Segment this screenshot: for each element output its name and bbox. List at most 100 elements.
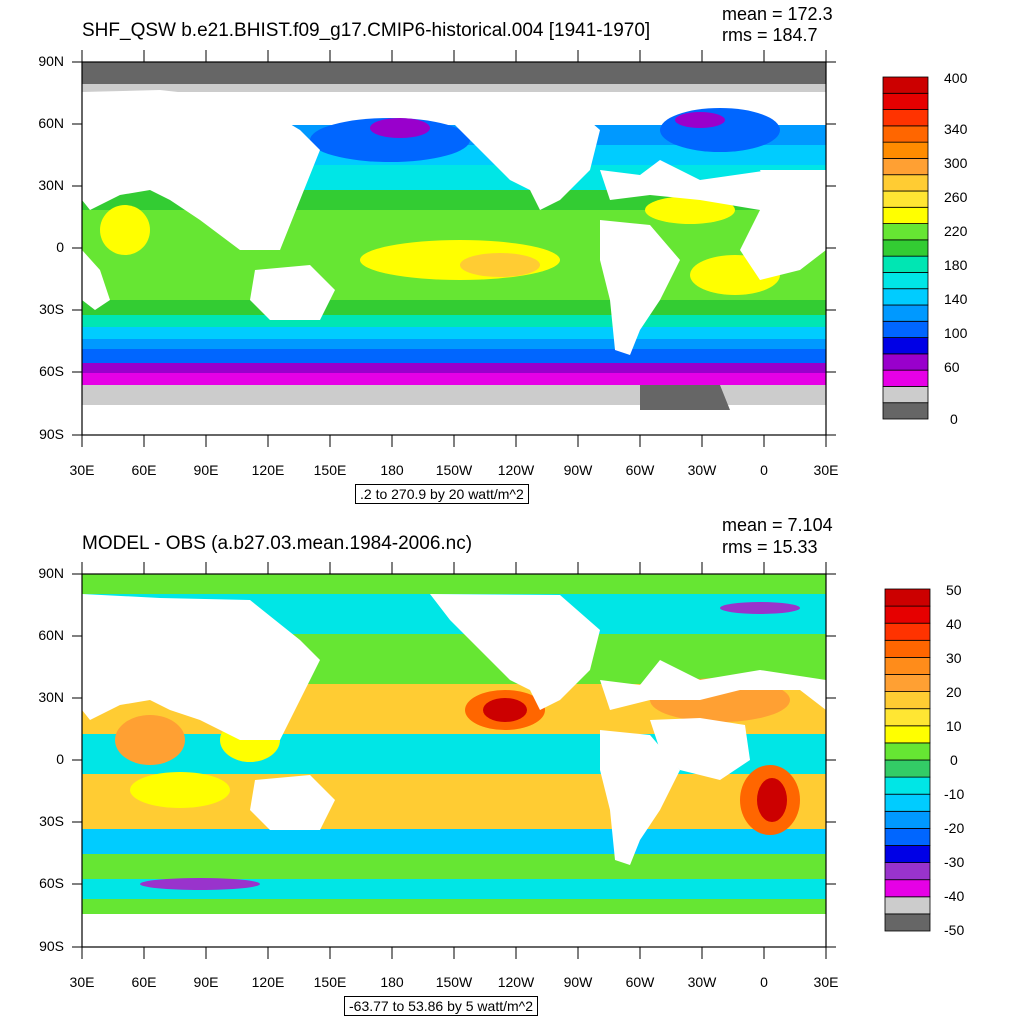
top-map-field [82,62,826,435]
colorbar-swatch [882,190,929,208]
top-lat-ticks [72,61,836,436]
colorbar-swatch [882,320,929,338]
bottom-lat-label-60n: 60N [38,627,64,643]
colorbar-swatch [882,92,929,110]
top-lat-label-30s: 30S [39,301,64,317]
top-rms-stat: rms = 184.7 [722,25,818,45]
bottom-colorbar-label: 50 [946,582,962,598]
top-colorbar-label: 260 [944,189,968,205]
bottom-colorbar-label: -40 [944,888,965,904]
bottom-lat-label-90n: 90N [38,565,64,581]
top-colorbar-label: 400 [944,70,968,86]
colorbar-swatch [884,691,931,710]
top-lat-label-0: 0 [56,239,64,255]
colorbar-swatch [884,845,931,864]
bottom-lon-label: 90E [193,974,219,990]
top-colorbar-label: 220 [944,223,968,239]
top-lon-label: 30E [69,462,95,478]
top-lon-label: 60E [131,462,157,478]
bottom-lon-label: 0 [760,974,768,990]
top-lon-label: 120E [251,462,285,478]
top-colorbar-label: 340 [944,121,968,137]
top-lon-label: 30E [813,462,839,478]
top-colorbar-label: 100 [944,325,968,341]
colorbar-swatch [882,255,929,273]
colorbar-swatch [884,708,931,727]
bottom-lon-label: 120W [497,974,535,990]
top-colorbar-label: 0 [950,411,958,427]
bottom-lon-label: 60E [131,974,157,990]
colorbar-swatch [884,879,931,898]
colorbar-swatch [884,588,931,607]
bottom-colorbar [884,588,931,932]
colorbar-swatch [882,272,929,290]
bottom-lon-label: 150E [313,974,347,990]
colorbar-swatch [884,793,931,812]
bottom-panel-title: MODEL - OBS (a.b27.03.mean.1984-2006.nc) [82,533,473,554]
top-colorbar-label: 180 [944,257,968,273]
top-mean-stat: mean = 172.3 [722,4,833,24]
colorbar-swatch [882,223,929,241]
bottom-rms-stat: rms = 15.33 [722,537,818,557]
bottom-lon-label: 180 [380,974,404,990]
top-lat-label-90s: 90S [39,426,64,442]
bottom-lon-label: 90W [563,974,593,990]
bottom-colorbar-label: 20 [946,684,962,700]
bottom-lat-label-30n: 30N [38,689,64,705]
colorbar-swatch [882,174,929,192]
bottom-lon-ticks [81,562,827,959]
bottom-lon-label: 60W [625,974,655,990]
bottom-lat-label-60s: 60S [39,875,64,891]
top-lon-ticks [81,50,827,447]
top-lon-label: 180 [380,462,404,478]
colorbar-swatch [884,622,931,641]
colorbar-swatch [882,402,929,420]
top-lon-label: 60W [625,462,655,478]
colorbar-swatch [882,158,929,176]
top-lat-label-60n: 60N [38,115,64,131]
bottom-colorbar-label: -50 [944,922,965,938]
bottom-colorbar-label: 30 [946,650,962,666]
bottom-lat-label-0: 0 [56,751,64,767]
top-lon-label: 0 [760,462,768,478]
top-map [72,50,929,447]
bottom-lat-label-90s: 90S [39,938,64,954]
top-colorbar-label: 140 [944,291,968,307]
colorbar-swatch [884,725,931,744]
colorbar-swatch [884,657,931,675]
colorbar-swatch [882,141,929,159]
bottom-lat-label-30s: 30S [39,813,64,829]
colorbar-swatch [882,337,929,355]
colorbar-swatch [882,288,929,306]
top-lon-label: 120W [497,462,535,478]
top-range-box: .2 to 270.9 by 20 watt/m^2 [355,484,529,504]
colorbar-swatch [884,776,931,795]
colorbar-swatch [884,810,931,829]
colorbar-swatch [884,674,931,693]
colorbar-swatch [882,304,929,322]
bottom-map-field [82,574,826,947]
colorbar-swatch [884,605,931,624]
bottom-lon-label: 30W [687,974,717,990]
colorbar-swatch [884,862,931,881]
bottom-colorbar-label: 40 [946,616,962,632]
top-lon-label: 90W [563,462,593,478]
bottom-range-box: -63.77 to 53.86 by 5 watt/m^2 [344,996,539,1016]
colorbar-swatch [882,386,929,404]
top-lat-label-90n: 90N [38,53,64,69]
colorbar-swatch [882,109,929,127]
top-lon-label: 30W [687,462,717,478]
bottom-colorbar-label: -30 [944,854,965,870]
bottom-colorbar-label: 0 [950,752,958,768]
top-lon-label: 150E [313,462,347,478]
bottom-map-frame [81,573,827,948]
colorbar-swatch [882,353,929,371]
colorbar-swatch [884,742,931,761]
top-lon-label: 90E [193,462,219,478]
top-panel-title: SHF_QSW b.e21.BHIST.f09_g17.CMIP6-histor… [82,20,651,41]
bottom-colorbar-label: -20 [944,820,965,836]
bottom-lon-label: 120E [251,974,285,990]
bottom-lon-label: 150W [435,974,473,990]
top-colorbar [882,76,929,420]
colorbar-swatch [882,369,929,387]
